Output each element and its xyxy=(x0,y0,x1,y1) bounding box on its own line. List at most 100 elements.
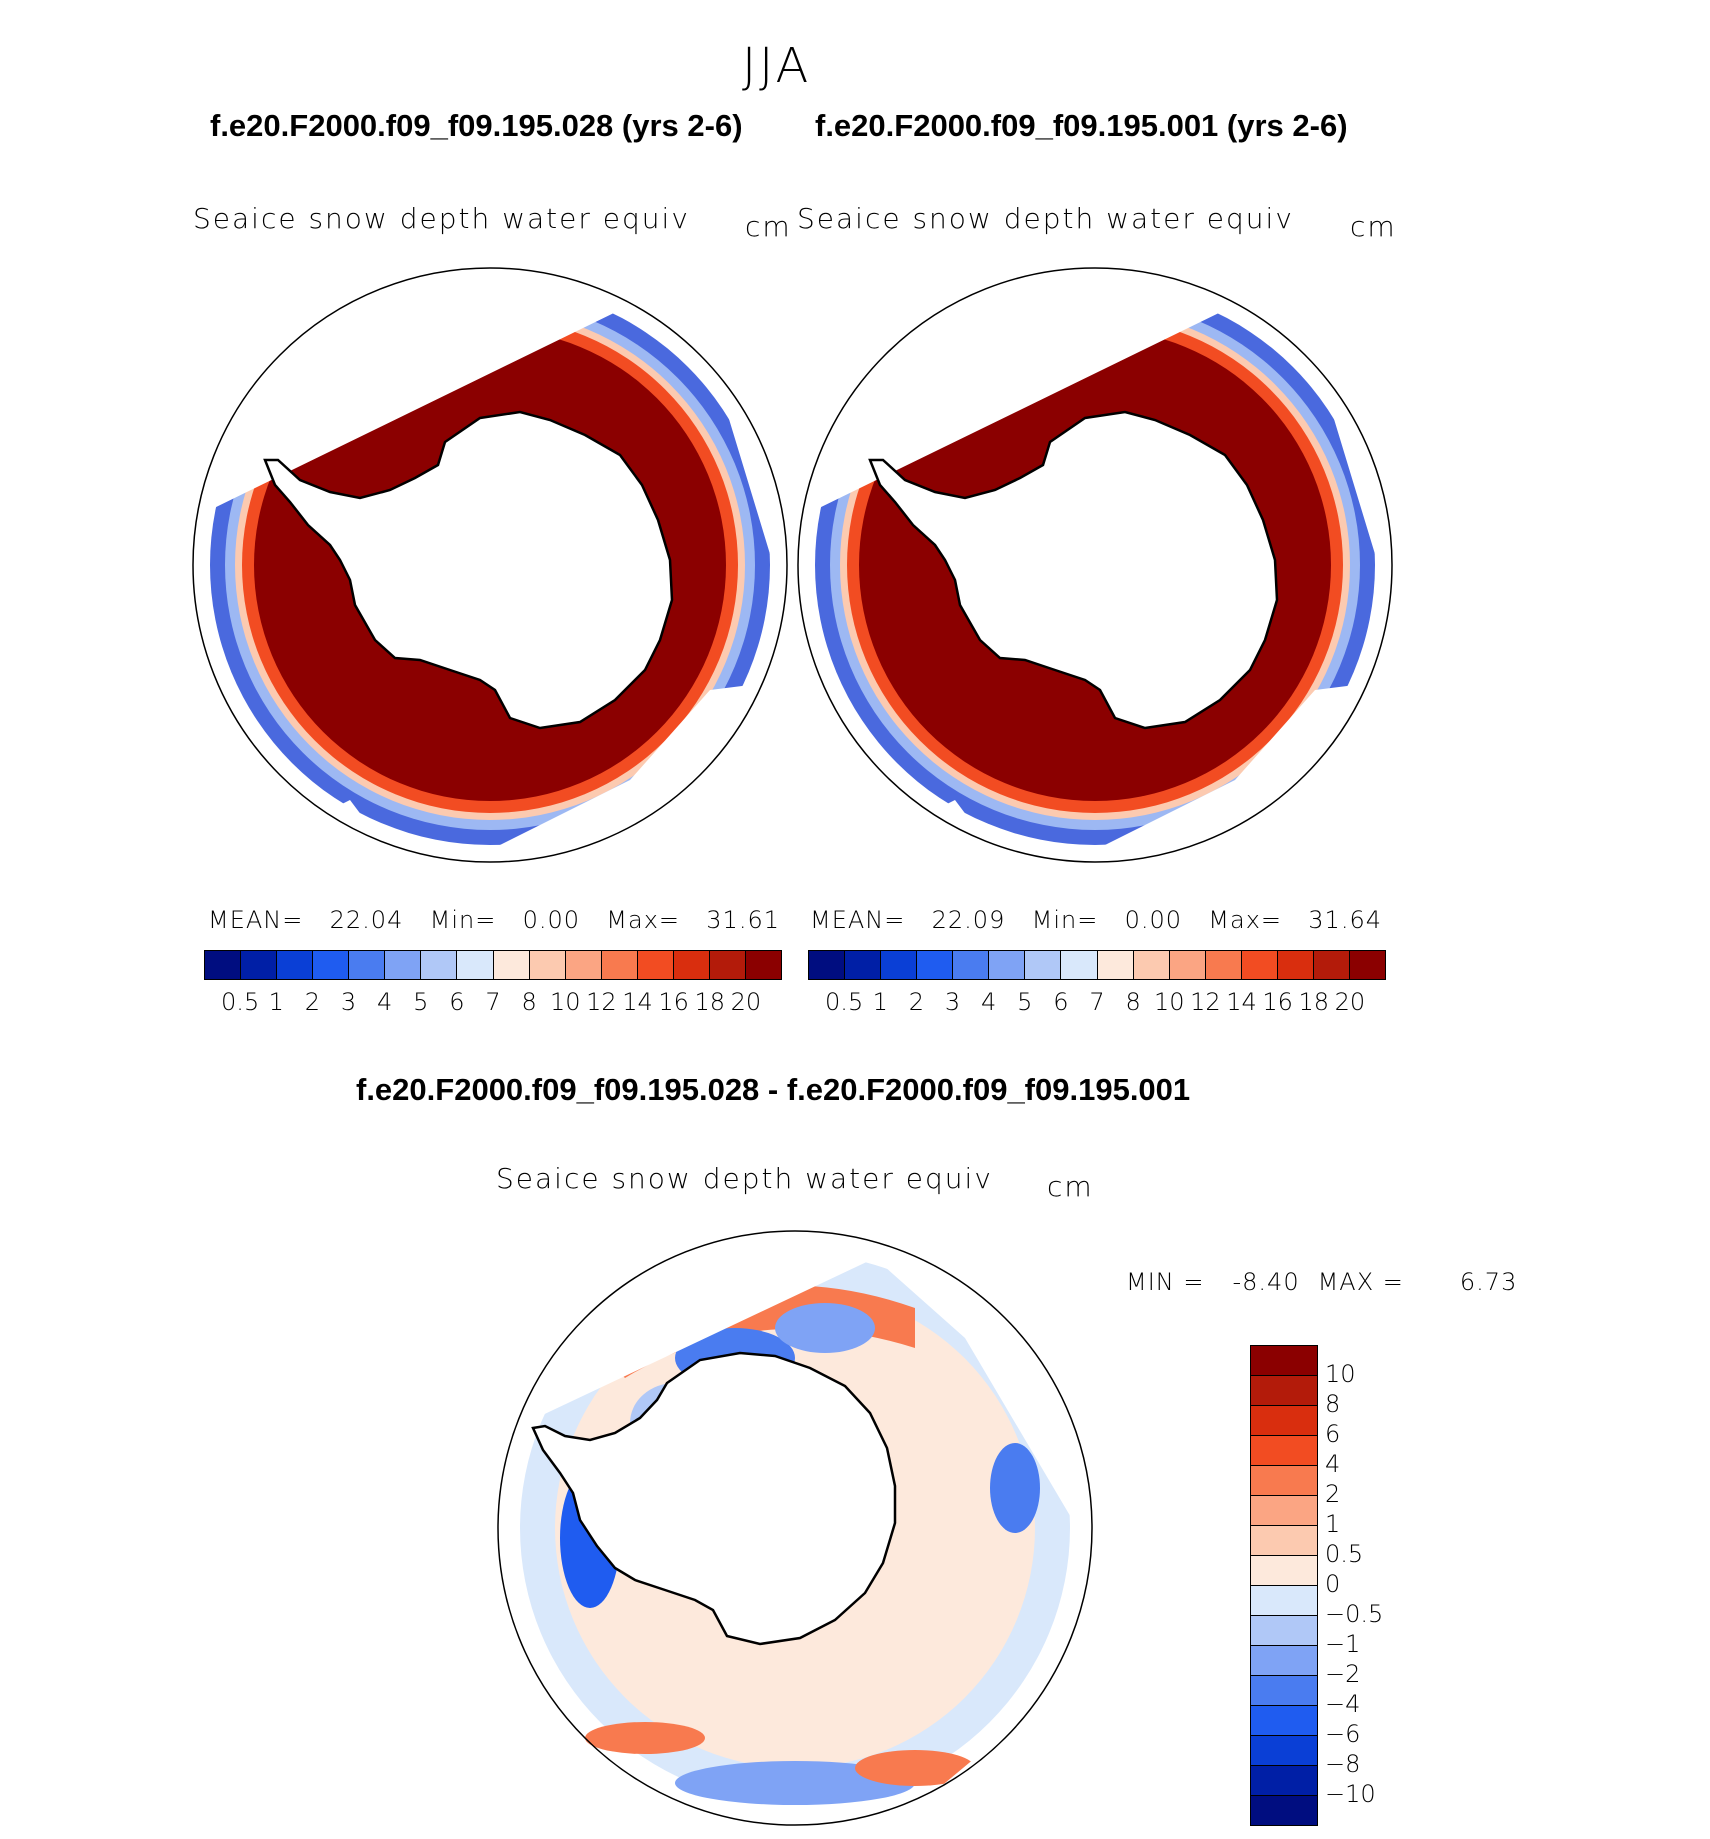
case2-title: f.e20.F2000.f09_f09.195.001 (yrs 2-6) xyxy=(815,108,1348,143)
case1-colorbar-tick-label: 0.5 xyxy=(221,988,260,1016)
case1-colorbar-tick-label: 2 xyxy=(304,988,321,1016)
case1-colorbar-tick-label: 1 xyxy=(268,988,284,1016)
diff-stats: MIN = -8.40 MAX = 6.73 xyxy=(1126,1268,1517,1296)
case1-colorbar-tick-label: 7 xyxy=(485,988,501,1016)
case2-colorbar-tick-label: 18 xyxy=(1298,988,1330,1016)
case1-colorbar-swatch xyxy=(313,951,350,979)
diff-colorbar-swatch xyxy=(1251,1706,1317,1736)
case1-colorbar-tick-label: 14 xyxy=(622,988,653,1016)
case1-colorbar-swatch xyxy=(421,951,458,979)
case2-colorbar-tick-label: 16 xyxy=(1262,988,1293,1016)
case1-colorbar-swatch xyxy=(457,951,494,979)
case2-colorbar-swatch xyxy=(1313,951,1350,979)
case1-colorbar-tick-label: 5 xyxy=(413,988,429,1016)
case2-map-boundary xyxy=(797,267,1393,863)
case2-colorbar-swatch xyxy=(1097,951,1134,979)
diff-colorbar-swatch xyxy=(1251,1616,1317,1646)
case1-colorbar-tick-label: 20 xyxy=(730,988,762,1016)
case2-max-value: 31.64 xyxy=(1308,906,1382,934)
case1-map xyxy=(190,260,790,870)
case2-colorbar-tick-label: 7 xyxy=(1089,988,1105,1016)
case1-mean-value: 22.04 xyxy=(329,906,404,934)
diff-colorbar-tick-label: 6 xyxy=(1325,1420,1341,1448)
case2-mean-value: 22.09 xyxy=(931,906,1006,934)
diff-colorbar-swatch xyxy=(1251,1436,1317,1466)
case1-colorbar-tick-label: 18 xyxy=(694,988,726,1016)
diff-antarctica-landmass xyxy=(531,1351,897,1646)
diff-colorbar xyxy=(1250,1345,1318,1826)
case1-antarctica-landmass xyxy=(263,410,674,730)
diff-max-value: 6.73 xyxy=(1459,1268,1518,1296)
case1-map-boundary xyxy=(192,267,788,863)
case2-colorbar-swatch xyxy=(1205,951,1242,979)
case2-min-label: Min= xyxy=(1031,906,1099,934)
case2-colorbar xyxy=(808,950,1386,980)
case2-colorbar-tick-label: 8 xyxy=(1125,988,1141,1016)
diff-colorbar-ticks: 10 8 6 4 2 1 0.5 0 −0.5 −1 −2 −4 −6 −8 −10 xyxy=(1325,1345,1425,1825)
case2-colorbar-swatch xyxy=(845,951,882,979)
diff-units: cm xyxy=(1047,1170,1094,1203)
case2-colorbar-swatch xyxy=(1169,951,1206,979)
case1-colorbar-tick-label: 3 xyxy=(340,988,357,1016)
diff-colorbar-swatch xyxy=(1251,1556,1317,1586)
case1-colorbar-tick-label: 16 xyxy=(658,988,689,1016)
case2-map xyxy=(795,260,1395,870)
diff-map xyxy=(495,1228,1095,1828)
case2-colorbar-swatch xyxy=(953,951,990,979)
case1-colorbar-swatch xyxy=(241,951,278,979)
case1-colorbar-swatch xyxy=(709,951,746,979)
diff-colorbar-tick-label: 0.5 xyxy=(1325,1540,1364,1568)
diff-colorbar-tick-label: −10 xyxy=(1325,1780,1376,1808)
diff-variable-title: Seaice snow depth water equiv xyxy=(496,1162,993,1195)
case1-units: cm xyxy=(745,210,792,243)
case1-colorbar xyxy=(204,950,782,980)
case1-colorbar-tick-label: 10 xyxy=(549,988,581,1016)
diff-colorbar-tick-label: 8 xyxy=(1325,1390,1341,1418)
diff-min-value: -8.40 xyxy=(1232,1268,1300,1296)
diff-colorbar-swatch xyxy=(1251,1736,1317,1766)
case2-colorbar-tick-label: 3 xyxy=(944,988,961,1016)
diff-colorbar-tick-label: −1 xyxy=(1325,1630,1361,1658)
diff-colorbar-swatch xyxy=(1251,1766,1317,1796)
case1-min-value: 0.00 xyxy=(522,906,581,934)
diff-colorbar-tick-label: −8 xyxy=(1325,1750,1361,1778)
case1-colorbar-swatch xyxy=(637,951,674,979)
diff-colorbar-swatch xyxy=(1251,1796,1317,1825)
case2-colorbar-swatch xyxy=(1061,951,1098,979)
case1-variable-title: Seaice snow depth water equiv xyxy=(193,202,690,235)
diff-colorbar-tick-label: 4 xyxy=(1325,1450,1341,1478)
diff-colorbar-tick-label: −2 xyxy=(1325,1660,1361,1688)
case1-colorbar-swatch xyxy=(493,951,530,979)
case2-colorbar-tick-label: 12 xyxy=(1190,988,1221,1016)
case1-min-label: Min= xyxy=(429,906,497,934)
diff-colorbar-tick-label: 0 xyxy=(1325,1570,1341,1598)
case2-colorbar-tick-label: 2 xyxy=(908,988,925,1016)
case2-colorbar-tick-label: 10 xyxy=(1153,988,1185,1016)
diff-colorbar-tick-label: −4 xyxy=(1325,1690,1361,1718)
case2-max-label: Max= xyxy=(1208,906,1283,934)
case2-colorbar-swatch xyxy=(809,951,846,979)
diff-colorbar-swatch xyxy=(1251,1676,1317,1706)
case2-min-value: 0.00 xyxy=(1124,906,1183,934)
diff-colorbar-swatch xyxy=(1251,1376,1317,1406)
case2-colorbar-swatch xyxy=(917,951,954,979)
diff-colorbar-swatch xyxy=(1251,1496,1317,1526)
diff-max-label: MAX = xyxy=(1317,1268,1404,1296)
case1-colorbar-swatch xyxy=(277,951,314,979)
case2-colorbar-swatch xyxy=(1025,951,1062,979)
case1-mean-label: MEAN= xyxy=(208,906,304,934)
case2-antarctica-landmass xyxy=(868,410,1279,730)
diff-colorbar-tick-label: −6 xyxy=(1325,1720,1361,1748)
case2-colorbar-swatch xyxy=(989,951,1026,979)
case2-units: cm xyxy=(1350,210,1397,243)
diff-colorbar-tick-label: −0.5 xyxy=(1325,1600,1384,1628)
case2-colorbar-tick-label: 14 xyxy=(1226,988,1257,1016)
case2-colorbar-tick-label: 0.5 xyxy=(825,988,864,1016)
diff-colorbar-tick-label: 10 xyxy=(1325,1360,1356,1388)
diff-colorbar-tick-label: 2 xyxy=(1325,1480,1341,1508)
diff-colorbar-tick-label: 1 xyxy=(1325,1510,1341,1538)
diff-colorbar-swatch xyxy=(1251,1346,1317,1376)
diff-title: f.e20.F2000.f09_f09.195.028 - f.e20.F200… xyxy=(356,1072,1191,1107)
case1-colorbar-swatch xyxy=(673,951,710,979)
case2-colorbar-swatch xyxy=(881,951,918,979)
